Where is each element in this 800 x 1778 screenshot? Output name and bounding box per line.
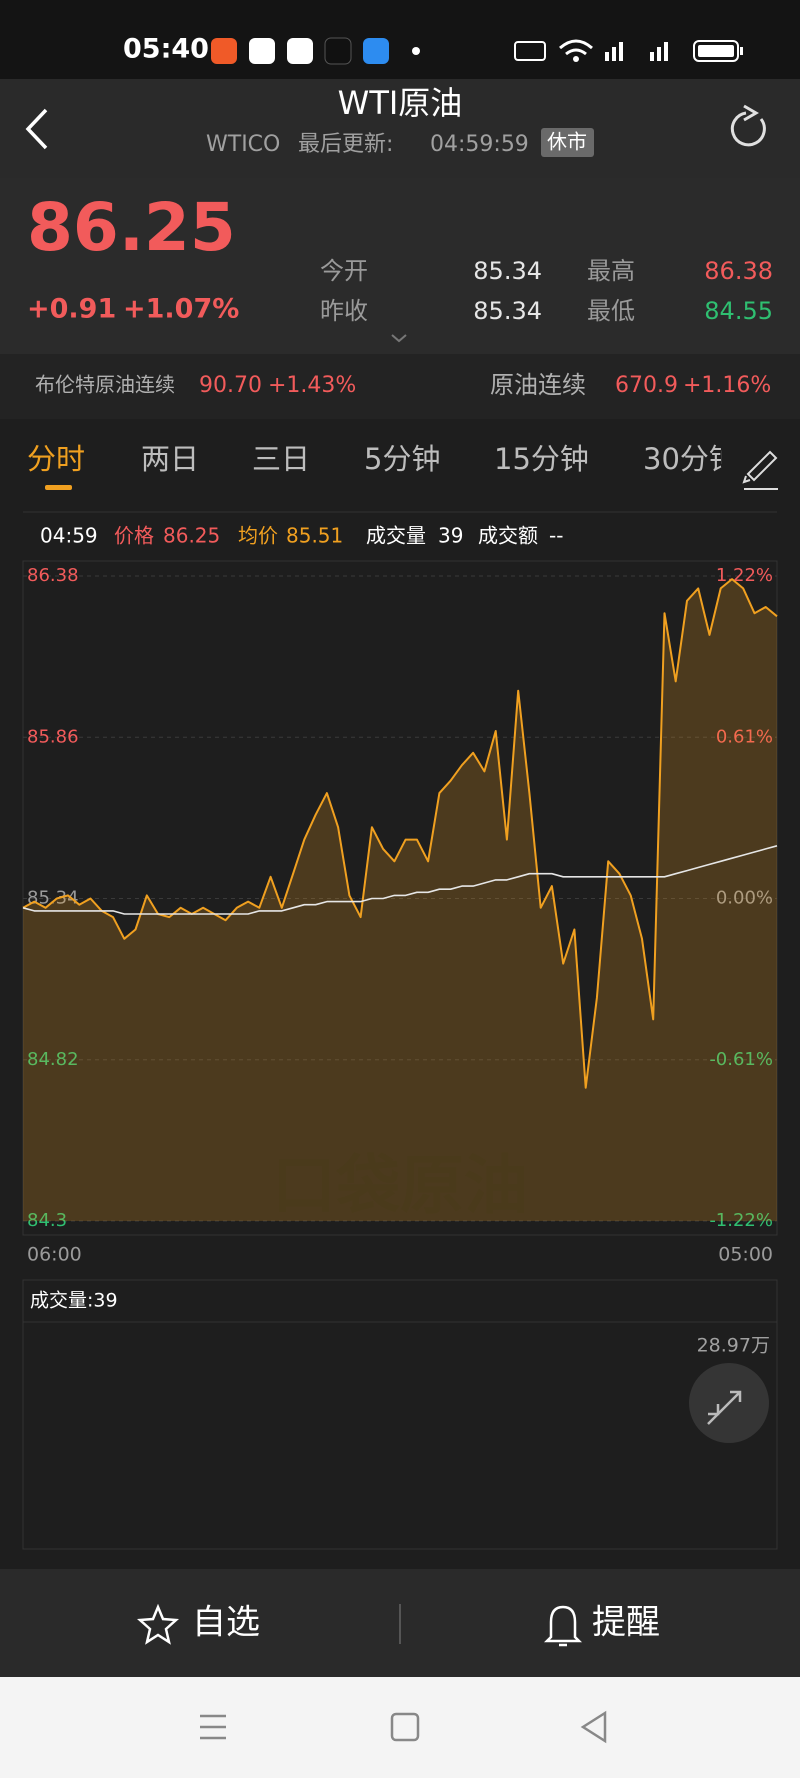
status-bar: [0, 0, 800, 79]
prev-label: 昨收: [320, 297, 368, 325]
tab[interactable]: 15分钟: [494, 442, 589, 476]
info-avg: 85.51: [286, 524, 343, 548]
open-label: 今开: [320, 257, 368, 285]
x-tick-label: 06:00: [27, 1244, 82, 1266]
tab[interactable]: 分时: [27, 442, 85, 476]
chart-area: [0, 419, 800, 1569]
y2-tick-label: 0.00%: [716, 888, 773, 909]
prev-close: 85.34: [473, 297, 542, 325]
clock: 05:40: [123, 34, 209, 65]
high: 86.38: [704, 257, 773, 285]
tab-underline: [45, 485, 72, 490]
update-time: 04:59:59: [430, 132, 529, 157]
related-change: +1.43%: [268, 373, 356, 398]
y-tick-label: 84.82: [27, 1049, 79, 1070]
open: 85.34: [473, 257, 542, 285]
y2-tick-label: -0.61%: [709, 1049, 773, 1070]
related-price: 90.70: [199, 373, 262, 398]
series-line: [22, 578, 778, 1089]
y2-tick-label: -1.22%: [709, 1210, 773, 1231]
y2-tick-label: 1.22%: [716, 565, 773, 586]
series-line: [22, 845, 778, 915]
quote-panel: [0, 178, 800, 354]
watch-button[interactable]: 自选: [192, 1603, 260, 1643]
nav-bar: [0, 1677, 800, 1778]
high-label: 最高: [587, 257, 635, 285]
y-tick-label: 85.34: [27, 888, 79, 909]
title: WTI原油: [338, 84, 463, 122]
y-tick-label: 84.3: [27, 1210, 67, 1231]
volume-label: 成交量:39: [30, 1290, 118, 1312]
code: WTICO: [206, 132, 280, 157]
y-tick-label: 85.86: [27, 726, 79, 747]
fullscreen-button[interactable]: [689, 1363, 769, 1443]
back-button[interactable]: [25, 108, 48, 150]
info-avg-label: 均价: [238, 524, 278, 548]
star-icon[interactable]: [136, 1603, 180, 1645]
related-change: +1.16%: [683, 373, 771, 398]
info-vol: 39: [438, 524, 463, 548]
info-vol-label: 成交量: [366, 524, 426, 548]
watermark: 口袋原油: [272, 1150, 528, 1224]
volume-frame: [22, 1279, 778, 1550]
status-text: 休市: [547, 130, 587, 154]
y-tick-label: 86.38: [27, 565, 79, 586]
nav-menu[interactable]: [200, 1714, 226, 1740]
refresh-button[interactable]: [730, 104, 766, 147]
info-time: 04:59: [40, 524, 98, 548]
low: 84.55: [704, 297, 773, 325]
update-label: 最后更新:: [298, 132, 393, 157]
bell-icon[interactable]: [543, 1605, 583, 1647]
alert-button[interactable]: 提醒: [592, 1603, 660, 1643]
tab-row: 分时 两日 三日 5分钟 15分钟 30分钟: [27, 442, 738, 476]
tab[interactable]: 5分钟: [364, 442, 440, 476]
change-pct: +1.07%: [123, 294, 239, 325]
related-name[interactable]: 布伦特原油连续: [35, 373, 175, 397]
info-price: 86.25: [163, 524, 220, 548]
price-area-fill: [23, 579, 777, 1221]
intraday-chart: 86.38 85.86 85.34 84.82 84.3 1.22% 0.61% 0.00% -…: [22, 565, 778, 1266]
nav-home[interactable]: [390, 1712, 420, 1742]
related-name[interactable]: 原油连续: [490, 371, 586, 399]
expand-arrow[interactable]: [391, 334, 407, 343]
last-price: 86.25: [27, 189, 236, 266]
change: +0.91: [27, 294, 116, 325]
header-bar: [0, 79, 800, 178]
related-price: 670.9: [615, 373, 678, 398]
x-tick-label: 05:00: [718, 1244, 773, 1266]
system-icons: [514, 39, 743, 62]
nav-back[interactable]: [580, 1710, 607, 1744]
y2-tick-label: 0.61%: [716, 726, 773, 747]
related-bar: [0, 354, 800, 419]
tab[interactable]: 三日: [252, 442, 310, 476]
volume-max: 28.97万: [697, 1335, 770, 1357]
edit-tabs[interactable]: [742, 450, 778, 490]
info-amount-label: 成交额: [478, 524, 538, 548]
info-amount: --: [549, 524, 563, 548]
info-price-label: 价格: [114, 524, 154, 548]
app-icons: [211, 37, 420, 65]
tab[interactable]: 两日: [141, 442, 199, 476]
status-badge: [541, 128, 594, 157]
tab[interactable]: 30分钟: [643, 442, 738, 476]
low-label: 最低: [587, 297, 635, 325]
